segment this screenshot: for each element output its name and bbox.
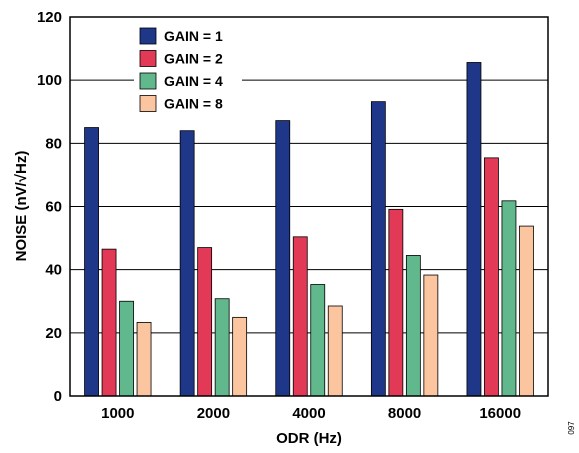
y-tick-label: 0 — [54, 388, 62, 405]
figure-code: 097 — [567, 421, 576, 435]
y-tick-label: 80 — [45, 135, 62, 152]
bar — [466, 62, 482, 397]
x-axis-title: ODR (Hz) — [276, 430, 342, 447]
legend-swatch — [139, 95, 157, 112]
legend-swatch — [139, 27, 157, 45]
x-tick-label: 2000 — [197, 405, 230, 422]
x-axis-ticks: 1000 2000 4000 8000 16000 — [101, 405, 521, 422]
bar — [197, 247, 213, 397]
bar — [84, 127, 99, 397]
legend-swatch — [139, 72, 157, 90]
legend-label: GAIN = 2 — [164, 51, 223, 67]
bar — [484, 157, 499, 397]
x-tick-label: 16000 — [479, 405, 521, 422]
y-tick-label: 20 — [45, 325, 62, 342]
legend-label: GAIN = 8 — [164, 96, 223, 112]
bar — [214, 298, 230, 397]
bar — [179, 130, 195, 397]
legend-label: GAIN = 1 — [164, 28, 223, 44]
y-axis-ticks: 0 20 40 60 80 100 120 — [37, 9, 62, 405]
y-tick-label: 100 — [37, 72, 62, 89]
bar — [136, 322, 152, 397]
y-tick-label: 40 — [45, 262, 62, 279]
y-axis-title: NOISE (nV/√Hz) — [13, 151, 30, 262]
x-tick-label: 1000 — [101, 405, 134, 422]
bar — [101, 248, 117, 397]
plot-area-frame — [69, 16, 549, 397]
bar — [310, 284, 326, 397]
legend: GAIN = 1 GAIN = 2 GAIN = 4 GAIN = 8 — [134, 24, 242, 116]
y-tick-label: 60 — [45, 199, 62, 216]
bar — [405, 255, 421, 397]
bar — [423, 274, 439, 397]
legend-label: GAIN = 4 — [164, 73, 223, 89]
bar — [327, 305, 343, 397]
x-tick-label: 4000 — [292, 405, 325, 422]
bar — [275, 120, 291, 397]
bar — [370, 101, 386, 397]
bar — [119, 300, 134, 397]
bar — [519, 225, 534, 397]
bar — [292, 236, 308, 397]
bar — [501, 200, 517, 397]
bar — [388, 208, 404, 397]
y-tick-label: 120 — [37, 9, 62, 26]
x-tick-label: 8000 — [388, 405, 421, 422]
bar — [232, 316, 248, 397]
legend-swatch — [139, 50, 157, 67]
